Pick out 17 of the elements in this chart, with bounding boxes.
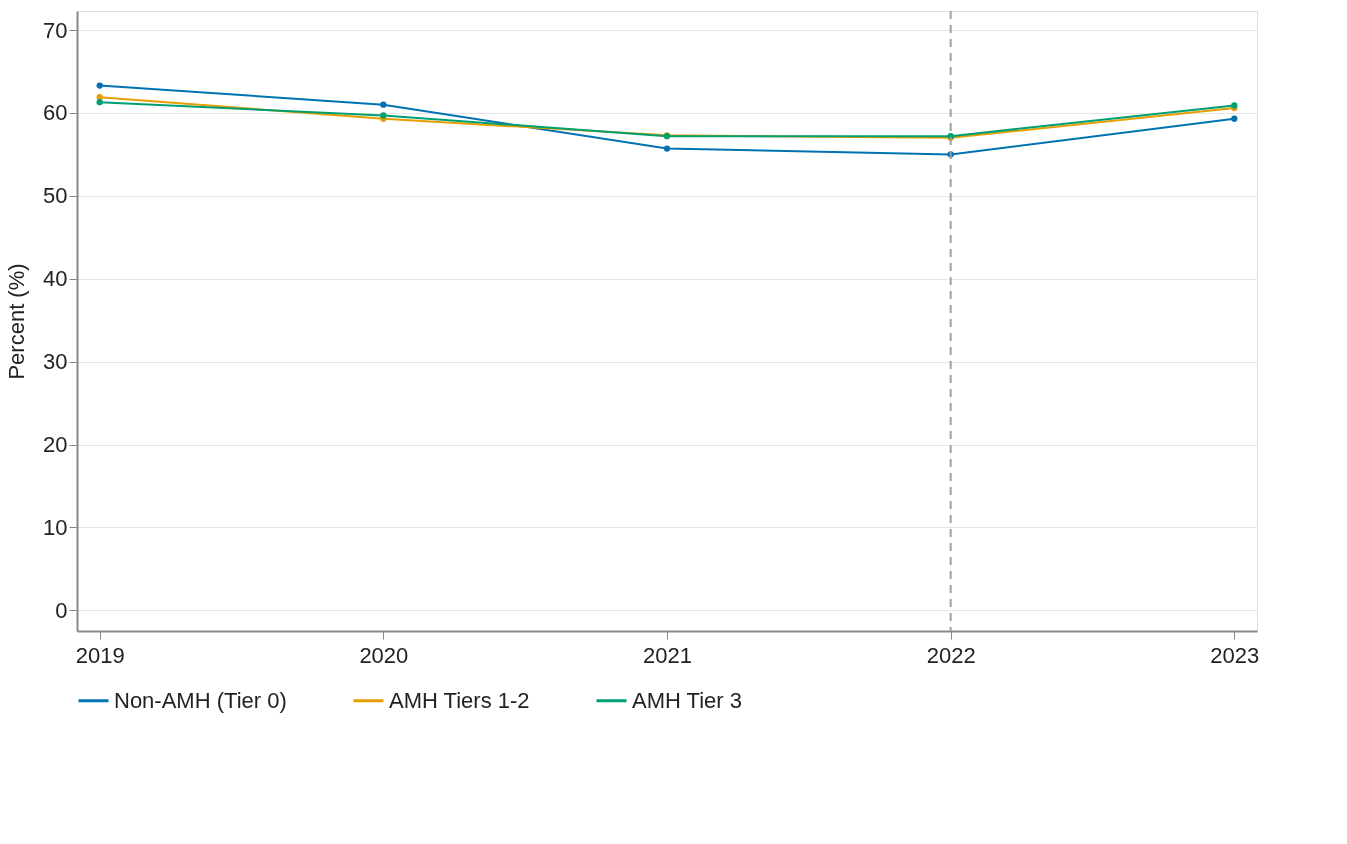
y-tick-label: 70 (43, 17, 68, 43)
y-axis-title: Percent (%) (4, 263, 30, 380)
y-tick-label: 10 (43, 514, 68, 540)
legend-label: AMH Tier 3 (632, 687, 743, 713)
x-tick-label: 2022 (926, 642, 976, 668)
y-tick-label: 60 (43, 100, 68, 126)
legend-label: AMH Tiers 1-2 (389, 687, 530, 713)
y-tick-label: 30 (43, 349, 68, 375)
y-tick-label: 50 (43, 183, 68, 209)
legend-label: Non-AMH (Tier 0) (114, 687, 287, 713)
x-tick-label: 2023 (1210, 642, 1260, 668)
x-tick-label: 2019 (75, 642, 125, 668)
y-tick-label: 40 (43, 266, 68, 292)
y-tick-label: 0 (55, 597, 68, 623)
y-tick-label: 20 (43, 432, 68, 457)
x-tick-label: 2020 (359, 642, 409, 668)
x-tick-label: 2021 (643, 642, 692, 668)
